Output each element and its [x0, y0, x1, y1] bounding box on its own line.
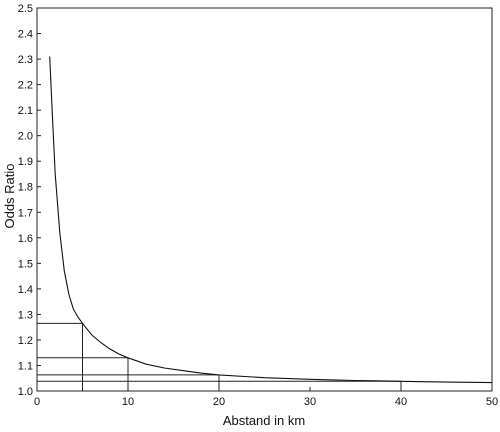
y-tick-label: 1.3: [18, 309, 33, 321]
y-tick-label: 1.2: [18, 335, 33, 347]
y-tick-label: 1.0: [18, 386, 33, 398]
plot-frame: [36, 7, 493, 392]
y-tick-label: 1.9: [18, 156, 33, 168]
x-axis-ticks: 0 10 20 30 40 50: [34, 387, 498, 408]
x-axis-title: Abstand in km: [223, 413, 305, 428]
x-tick-label: 20: [213, 396, 225, 408]
odds-ratio-curve: [49, 56, 493, 384]
y-tick-label: 1.1: [18, 360, 33, 372]
y-tick-label: 2.4: [18, 29, 33, 41]
y-tick-label: 2.2: [18, 80, 33, 92]
y-tick-label: 1.5: [18, 258, 33, 270]
x-tick-label: 0: [34, 396, 40, 408]
x-tick-label: 50: [486, 396, 498, 408]
y-tick-label: 1.7: [18, 207, 33, 219]
y-tick-label: 1.4: [18, 284, 33, 296]
y-tick-label: 2.3: [18, 54, 33, 66]
y-tick-label: 1.8: [18, 182, 33, 194]
y-tick-label: 2.0: [18, 131, 33, 143]
y-tick-label: 2.5: [18, 3, 33, 15]
x-tick-label: 30: [304, 396, 316, 408]
x-tick-label: 40: [395, 396, 407, 408]
y-axis-title: Odds Ratio: [2, 163, 17, 228]
x-tick-label: 10: [122, 396, 134, 408]
y-tick-label: 1.6: [18, 233, 33, 245]
y-tick-label: 2.1: [18, 105, 33, 117]
reference-lines: [37, 322, 402, 391]
y-axis-ticks: 1.0 1.1 1.2 1.3 1.4 1.5 1.6 1.7 1.8 1.9 2.0 2.1 2.2 2…: [18, 3, 41, 398]
